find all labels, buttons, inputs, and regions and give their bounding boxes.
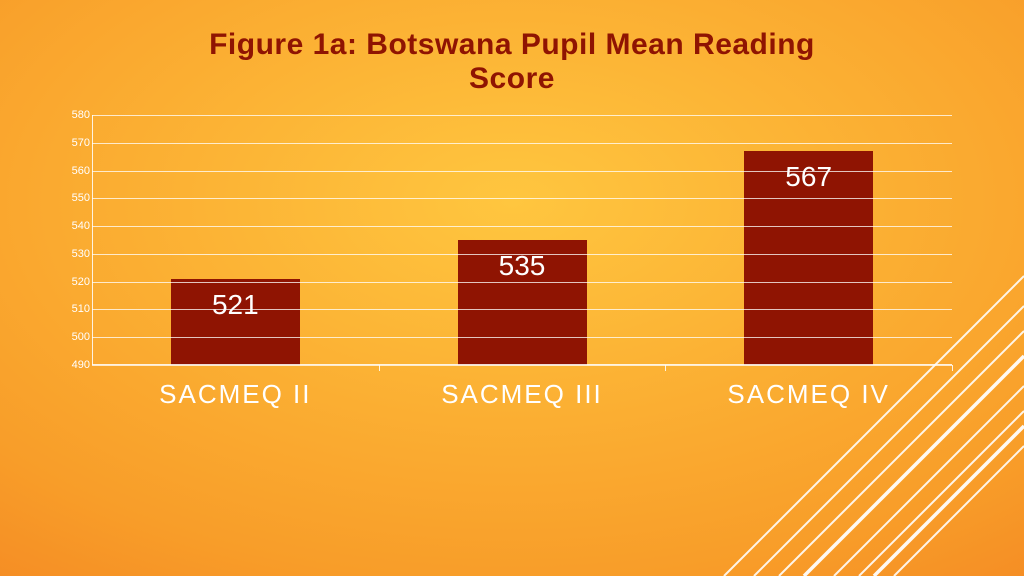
y-tick-label: 570: [56, 137, 90, 149]
chart-title-line2: Score: [469, 62, 555, 95]
y-tick-label: 560: [56, 165, 90, 177]
gridline: [92, 337, 952, 338]
bar-value-label: 521: [171, 289, 300, 321]
category-label: SACMEQ II: [92, 379, 379, 410]
gridline: [92, 282, 952, 283]
x-tick: [665, 365, 666, 371]
chart-title-line1: Figure 1a: Botswana Pupil Mean Reading: [209, 28, 815, 61]
bars-layer: 521 535 567: [92, 115, 952, 365]
x-tick: [379, 365, 380, 371]
bar: 535: [458, 240, 587, 365]
y-tick-label: 490: [56, 359, 90, 371]
y-tick-label: 520: [56, 276, 90, 288]
y-tick-label: 550: [56, 192, 90, 204]
y-tick-label: 580: [56, 109, 90, 121]
gridline: [92, 226, 952, 227]
slide: Figure 1a: Botswana Pupil Mean Reading S…: [0, 0, 1024, 576]
gridline: [92, 115, 952, 116]
gridline: [92, 254, 952, 255]
category-label: SACMEQ III: [379, 379, 666, 410]
gridline: [92, 143, 952, 144]
x-tick: [952, 365, 953, 371]
gridline: [92, 365, 952, 366]
y-tick-label: 540: [56, 220, 90, 232]
x-axis-line: [92, 364, 952, 365]
y-tick-label: 510: [56, 303, 90, 315]
bar: 521: [171, 279, 300, 365]
gridline: [92, 171, 952, 172]
y-tick-label: 530: [56, 248, 90, 260]
bar: 567: [744, 151, 873, 365]
y-axis-line: [92, 115, 93, 365]
y-tick-label: 500: [56, 331, 90, 343]
gridline: [92, 309, 952, 310]
category-label: SACMEQ IV: [665, 379, 952, 410]
gridline: [92, 198, 952, 199]
chart-title: Figure 1a: Botswana Pupil Mean Reading S…: [0, 28, 1024, 96]
chart-plot-area: 490500510520530540550560570580 521535567: [92, 115, 952, 365]
y-axis: 490500510520530540550560570580: [56, 115, 90, 365]
bar-value-label: 567: [744, 161, 873, 193]
